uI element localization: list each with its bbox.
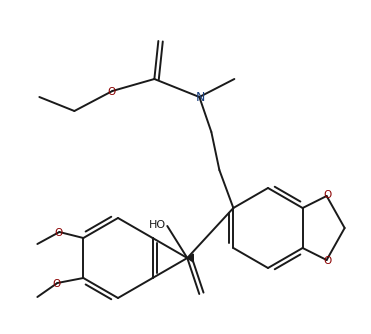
Text: O: O bbox=[52, 279, 60, 289]
Text: N: N bbox=[196, 91, 205, 104]
Text: O: O bbox=[54, 228, 62, 238]
Polygon shape bbox=[187, 254, 193, 262]
Text: O: O bbox=[324, 190, 332, 200]
Text: HO: HO bbox=[149, 220, 166, 230]
Text: O: O bbox=[324, 256, 332, 266]
Text: O: O bbox=[107, 87, 115, 97]
